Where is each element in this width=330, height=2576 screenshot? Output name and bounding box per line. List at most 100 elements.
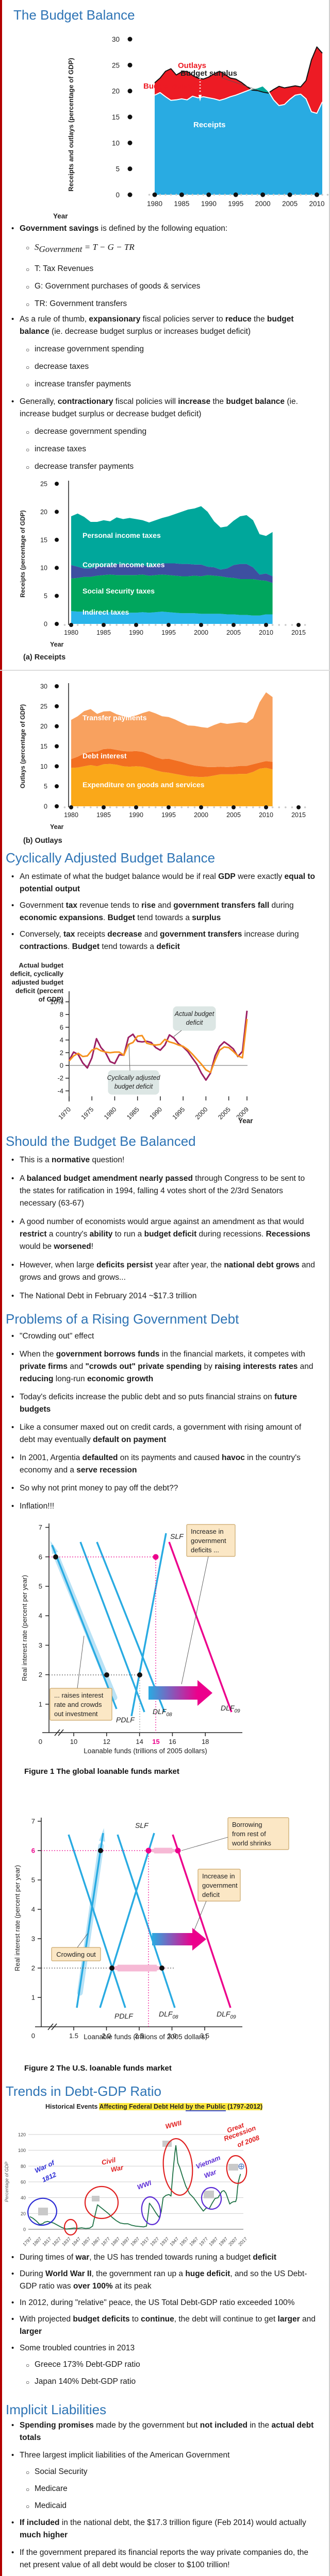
list-item: • Three largest implicit liabilities of t… — [0, 2449, 330, 2462]
x-tick-dot — [278, 806, 280, 808]
y-tick-label: 3 — [39, 1641, 42, 1649]
x-tick-dot — [180, 806, 183, 808]
list-item-text: SGovernment = T − G − TR — [35, 241, 317, 256]
text-segment: tax — [65, 901, 78, 910]
list-item-text: increase government spending — [35, 343, 317, 355]
list-item: ○ increase government spending — [0, 343, 330, 356]
figure1-caption: Figure 1 The global loanable funds marke… — [24, 1767, 179, 1776]
list-item: ○ decrease taxes — [0, 361, 330, 374]
dlf09 — [168, 1541, 233, 1713]
list-item-text: Some troubled countries in 2013 — [20, 2342, 317, 2354]
text-segment: budget balance — [20, 315, 294, 336]
list-item: • During World War II, the government ran… — [0, 2268, 330, 2293]
bullet-marker: • — [11, 1393, 14, 1401]
x-tick-label: 1985 — [96, 811, 111, 819]
y-axis-title: Percentage of GDP — [4, 2162, 9, 2202]
x-tick-dot — [186, 194, 188, 196]
band-2 — [71, 563, 273, 583]
text-segment: In 2001, Argentia — [20, 1453, 82, 1462]
x-tick-dot — [191, 194, 194, 196]
x-tick-dot — [283, 194, 286, 196]
text-segment: expansionary — [89, 315, 141, 324]
slf — [99, 1833, 155, 2008]
bullet-marker: ○ — [26, 2469, 30, 2476]
text-segment: , the debt will continue to get — [174, 2315, 278, 2324]
text-segment: Today's deficits increase the public deb… — [20, 1393, 275, 1401]
annotation-ellipse — [27, 2197, 57, 2226]
dot-dlf09-6 — [175, 1848, 181, 1854]
bullet-marker: • — [11, 315, 14, 324]
y-tick-label: 20 — [40, 723, 47, 730]
x-tick-dot — [296, 623, 301, 627]
x-tick-label: 12 — [103, 1738, 110, 1745]
list-item: ○ Medicaid — [0, 2500, 330, 2513]
y-tick-label: 30 — [40, 683, 47, 690]
text-segment: decrease — [107, 930, 142, 939]
x-tick-label: 1990 — [201, 200, 217, 208]
handwritten-annotation: War — [110, 2163, 125, 2174]
section-heading-cyclically-adjusted: Cyclically Adjusted Budget Balance — [6, 850, 216, 866]
bullet-marker: • — [11, 1156, 14, 1164]
list-item: • However, when large deficits persist ye… — [0, 1259, 330, 1284]
list-item: • So why not print money to pay off the d… — [0, 1482, 330, 1495]
shape: DLF — [217, 2010, 231, 2018]
annotation-text: deficit — [186, 1019, 203, 1026]
x-tick-dot — [199, 623, 203, 627]
text-segment: were exactly — [235, 872, 285, 881]
x-tick-dot — [232, 805, 236, 809]
axis-break — [54, 1729, 60, 1736]
list-item: ○ increase transfer payments — [0, 378, 330, 391]
deficit-box — [186, 1524, 236, 1557]
list-item-text: A good number of economists would argue … — [20, 1216, 317, 1253]
annotation-ellipse — [141, 2196, 161, 2225]
x-tick-label: 1977 — [198, 2236, 209, 2247]
text-segment: long-run — [53, 1375, 87, 1383]
text-segment: year after year, the — [153, 1261, 224, 1269]
text-segment: by the Public — [185, 2103, 226, 2111]
x-tick-dot — [296, 805, 301, 809]
deficit-box — [197, 1869, 241, 1902]
x-tick-label: 1995 — [228, 200, 243, 208]
origin-label: 0 — [31, 2032, 35, 2040]
x-tick-dot — [199, 805, 203, 809]
list-item-text: Three largest implicit liabilities of th… — [20, 2449, 317, 2462]
text-segment: G: Government purchases of goods & servi… — [35, 282, 201, 291]
text-segment: contractions — [20, 942, 68, 951]
section-heading-budget-balance: The Budget Balance — [13, 7, 135, 23]
x-tick-dot — [258, 806, 261, 808]
annotation-text: from rest of — [232, 1830, 266, 1838]
x-tick-label: 1980 — [64, 811, 78, 819]
x-tick-label: 2015 — [291, 811, 306, 819]
callout-pointer — [128, 1043, 130, 1071]
text-segment: by — [202, 1362, 215, 1371]
list-item-text: With projected budget deficits to contin… — [20, 2313, 317, 2338]
list-item: • During times of war, the US has trended… — [0, 2251, 330, 2264]
text-segment: GDP — [218, 872, 236, 881]
x-tick-dot — [304, 624, 306, 626]
x-tick-dot — [122, 806, 124, 808]
dlf09-label: DLF09 — [217, 2010, 236, 2020]
y-tick-dot — [127, 192, 133, 197]
text-segment: tax — [63, 930, 75, 939]
y-tick-label: 5 — [31, 1876, 35, 1884]
x-tick-dot — [116, 806, 118, 808]
text-segment: war — [75, 2253, 90, 2262]
x-tick-label: 2010 — [309, 200, 324, 208]
x-tick-dot — [134, 623, 138, 627]
y-tick-label: 25 — [112, 61, 120, 69]
text-segment: future budgets — [20, 1393, 297, 1414]
text-segment: TR: Government transfers — [35, 299, 127, 309]
x-tick-dot — [63, 624, 66, 626]
redaction-box — [204, 2191, 214, 2198]
x-tick-dot — [167, 805, 171, 809]
x-tick-dot — [206, 192, 211, 197]
x-tick-dot — [174, 806, 176, 808]
list-item-text: The National Debt in February 2014 ~$17.… — [20, 1290, 317, 1302]
bullet-marker: ○ — [26, 301, 30, 309]
bullet-marker: • — [11, 1261, 14, 1269]
list-item: • If the government prepared its financia… — [0, 2547, 330, 2571]
x-tick-dot — [220, 806, 222, 808]
bullet-marker: • — [11, 1453, 14, 1462]
x-tick-label: 14 — [136, 1738, 143, 1745]
